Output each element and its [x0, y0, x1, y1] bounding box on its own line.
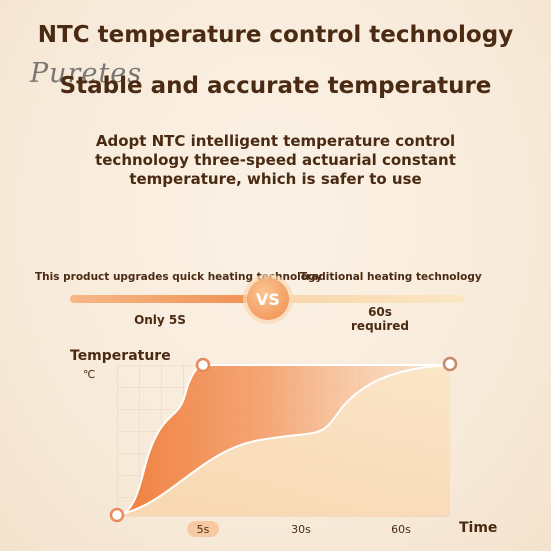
quick-heating-label: This product upgrades quick heating tech…	[35, 271, 323, 283]
y-axis-label: Temperature	[70, 348, 171, 364]
brand-logo: Puretes	[30, 58, 143, 89]
x-axis-label: Time	[459, 520, 498, 536]
vs-text: VS	[256, 289, 280, 309]
x-tick-label: 60s	[391, 523, 411, 536]
origin-point	[109, 507, 125, 523]
quick-heating-bar	[70, 295, 260, 303]
fast-time-label: Only 5S	[134, 313, 186, 327]
highlight-tick-pill	[187, 521, 219, 537]
slow-time-value: 60s	[368, 305, 392, 319]
vs-badge: VS	[247, 278, 289, 320]
slow-time-suffix: required	[351, 319, 409, 333]
main-title: NTC temperature control technology	[37, 22, 514, 48]
traditional-heating-curve	[116, 364, 451, 516]
description-text: Adopt NTC intelligent temperature contro…	[95, 132, 456, 188]
traditional-heating-bar	[280, 295, 464, 303]
subtitle: Stable and accurate temperature	[59, 73, 492, 99]
slow-time-label: 60s required	[340, 305, 420, 333]
traditional-heating-label: Traditional heating technology	[300, 271, 482, 283]
traditional-heating-area	[117, 365, 450, 515]
x-tick-label: 30s	[291, 523, 311, 536]
quick-heat-peak-point	[195, 357, 211, 373]
traditional-heat-peak-point	[442, 356, 458, 372]
x-tick-label: 5s	[196, 523, 210, 536]
y-axis-unit: ℃	[83, 368, 96, 381]
quick-heating-curve	[116, 364, 450, 516]
